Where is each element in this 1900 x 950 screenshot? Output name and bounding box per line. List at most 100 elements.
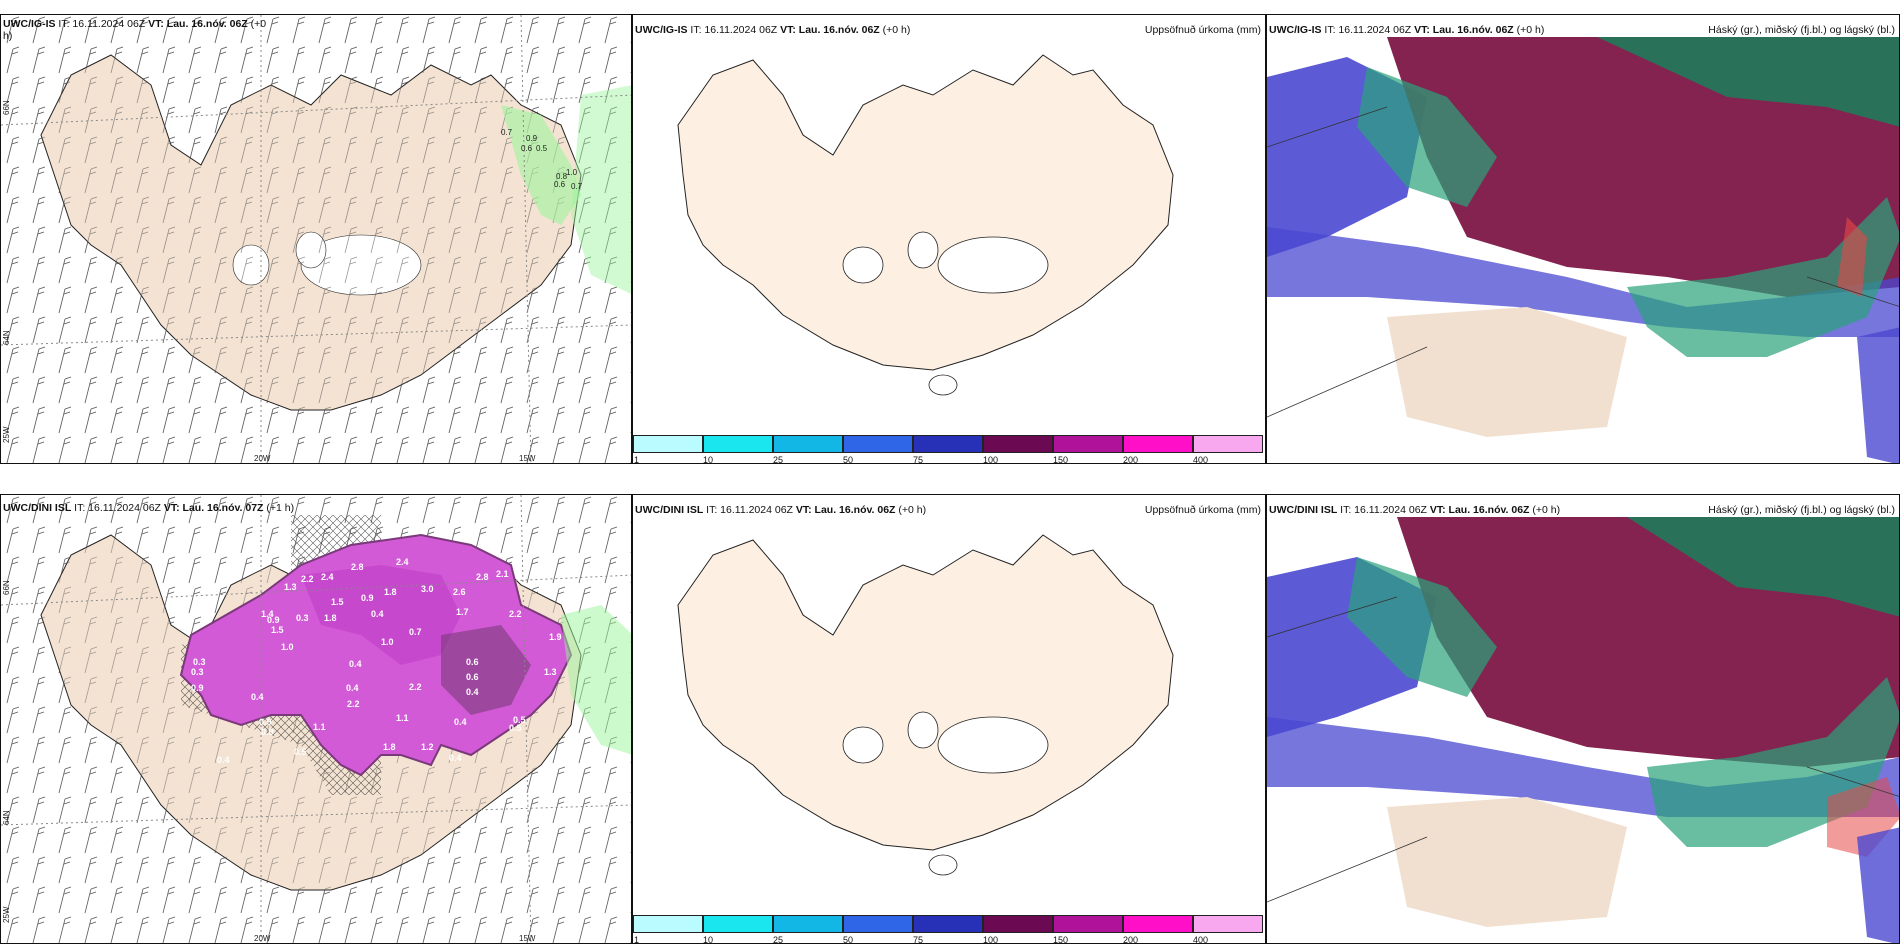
lat-label: 66N	[2, 580, 11, 595]
lead-time: (+1 h)	[266, 502, 295, 514]
panel-title: Háský (gr.), miðský (fj.bl.) og lágský (…	[1708, 504, 1895, 516]
colorbar-segment	[1193, 915, 1263, 933]
precip-area	[179, 533, 573, 777]
colorbar-tick: 100	[983, 935, 999, 944]
colorbar-tick: 1	[634, 935, 640, 944]
value-label: 2.6	[453, 587, 466, 597]
colorbar-tick: 400	[1193, 935, 1209, 944]
precip-map-bot-mid	[677, 534, 1174, 876]
value-label: 1.0	[381, 637, 394, 647]
value-label: 0.8	[556, 172, 568, 181]
model-name: UWC/DINI ISL	[3, 502, 72, 514]
colorbar-tick: 50	[843, 455, 854, 464]
iceland-land	[677, 534, 1174, 851]
panel-bot-right: UWC/DINI ISL IT: 16.11.2024 06Z VT: Lau.…	[1266, 494, 1900, 944]
colorbar-tick: 100	[983, 455, 999, 464]
colorbar-tick: 50	[843, 935, 854, 944]
value-label: 0.9	[191, 683, 204, 693]
value-label: 1.5	[271, 625, 284, 635]
lon-label: 15W	[519, 934, 536, 943]
lat-label: 64N	[2, 810, 11, 825]
panel-title: Uppsöfnuð úrkoma (mm)	[1144, 24, 1261, 36]
valid-time: VT: Lau. 16.nóv. 06Z	[795, 504, 896, 516]
lon-label: 20W	[254, 934, 271, 943]
init-time: IT: 16.11.2024 06Z	[690, 24, 778, 36]
panel-header: UWC/DINI ISL IT: 16.11.2024 06Z VT: Lau.…	[1, 499, 296, 526]
init-time: IT: 16.11.2024 06Z	[74, 502, 161, 514]
model-name: UWC/IG-IS	[1269, 24, 1322, 36]
init-time: IT: 16.11.2024 06Z	[1324, 24, 1412, 36]
value-label: 1.9	[549, 632, 562, 642]
colorbar-segment	[773, 435, 843, 453]
value-label: 0.3	[193, 657, 206, 667]
value-label: 2.1	[496, 569, 509, 579]
lead-time: (+0	[250, 18, 267, 30]
colorbar-tick: 10	[703, 455, 714, 464]
colorbar: 1 10 25 50 75 100 150 200 400	[633, 435, 1263, 464]
value-label: 0.5	[294, 747, 307, 757]
value-label: 1.0	[281, 642, 294, 652]
value-label: 2.4	[321, 572, 334, 582]
init-time: IT: 16.11.2024 06Z	[706, 504, 793, 516]
init-time: IT: 16.11.2024 06Z	[58, 18, 146, 30]
colorbar-tick: 200	[1123, 455, 1139, 464]
value-label: 0.6	[521, 144, 533, 153]
colorbar-tick: 200	[1123, 935, 1139, 944]
colorbar-segment	[633, 915, 703, 933]
colorbar-tick: 400	[1193, 455, 1209, 464]
precip-map-top-mid	[677, 54, 1174, 396]
value-label: 1.3	[544, 667, 557, 677]
value-label: 1.1	[396, 713, 409, 723]
value-label: 0.5	[509, 723, 522, 733]
colorbar-segment	[703, 915, 773, 933]
panel-title: Háský (gr.), miðský (fj.bl.) og lágský (…	[1708, 24, 1895, 36]
value-label: 0.3	[296, 613, 309, 623]
value-label: 0.6	[554, 180, 566, 189]
colorbar-segment	[1193, 435, 1263, 453]
panel-top-right: UWC/IG-IS IT: 16.11.2024 06Z VT: Lau. 16…	[1266, 14, 1900, 464]
value-label: 1.8	[383, 742, 396, 752]
colorbar-tick: 75	[913, 455, 924, 464]
colorbar-segment	[913, 915, 983, 933]
colorbar-tick: 150	[1053, 935, 1069, 944]
lead-time: (+0 h)	[1516, 24, 1545, 36]
value-label: 1.0	[566, 168, 578, 177]
colorbar-tick: 75	[913, 935, 924, 944]
colorbar-segment	[983, 435, 1053, 453]
value-label: 0.7	[501, 128, 513, 137]
value-label: 0.6	[466, 657, 479, 667]
panel-header: UWC/IG-IS IT: 16.11.2024 06Z VT: Lau. 16…	[633, 21, 912, 48]
lead-time-cont: h)	[3, 30, 13, 42]
colorbar-segment	[773, 915, 843, 933]
value-label: 0.4	[466, 687, 479, 697]
value-label: 0.7	[571, 182, 583, 191]
wind-map-bot-left: 2.4 2.2 2.8 2.8 2.1 2.4 1.8 3.0 2.6 2.2 …	[1, 495, 631, 943]
panel-bot-mid: UWC/DINI ISL IT: 16.11.2024 06Z VT: Lau.…	[632, 494, 1266, 944]
colorbar-tick: 25	[773, 935, 784, 944]
value-label: 0.5	[536, 144, 548, 153]
colorbar: 1 10 25 50 75 100 150 200 400	[633, 915, 1263, 944]
value-label: 0.4	[371, 609, 384, 619]
colorbar-tick: 150	[1053, 455, 1069, 464]
model-name: UWC/IG-IS	[635, 24, 688, 36]
value-label: 1.8	[324, 613, 337, 623]
value-label: 2.2	[509, 609, 522, 619]
value-label: 2.2	[409, 682, 422, 692]
panel-bot-left: 2.4 2.2 2.8 2.8 2.1 2.4 1.8 3.0 2.6 2.2 …	[0, 494, 632, 944]
valid-time: VT: Lau. 16.nóv. 06Z	[780, 24, 880, 36]
valid-time: VT: Lau. 16.nóv. 07Z	[163, 502, 264, 514]
value-label: 0.9	[526, 134, 538, 143]
value-label: 1.1	[313, 722, 326, 732]
precip-area-green	[501, 105, 581, 225]
lead-time: (+0 h)	[882, 24, 911, 36]
value-label: 1.2	[421, 742, 434, 752]
lead-time: (+0 h)	[1532, 504, 1561, 516]
cloud-map-top-right	[1267, 37, 1899, 463]
lon-label: 25W	[2, 426, 11, 443]
panel-title: Uppsöfnuð úrkoma (mm)	[1144, 504, 1261, 516]
value-label: 0.4	[349, 659, 362, 669]
value-label: 0.5	[513, 715, 526, 725]
colorbar-segment	[703, 435, 773, 453]
panel-header: UWC/DINI ISL IT: 16.11.2024 06Z VT: Lau.…	[1267, 501, 1562, 528]
valid-time: VT: Lau. 16.nóv. 06Z	[1429, 504, 1530, 516]
